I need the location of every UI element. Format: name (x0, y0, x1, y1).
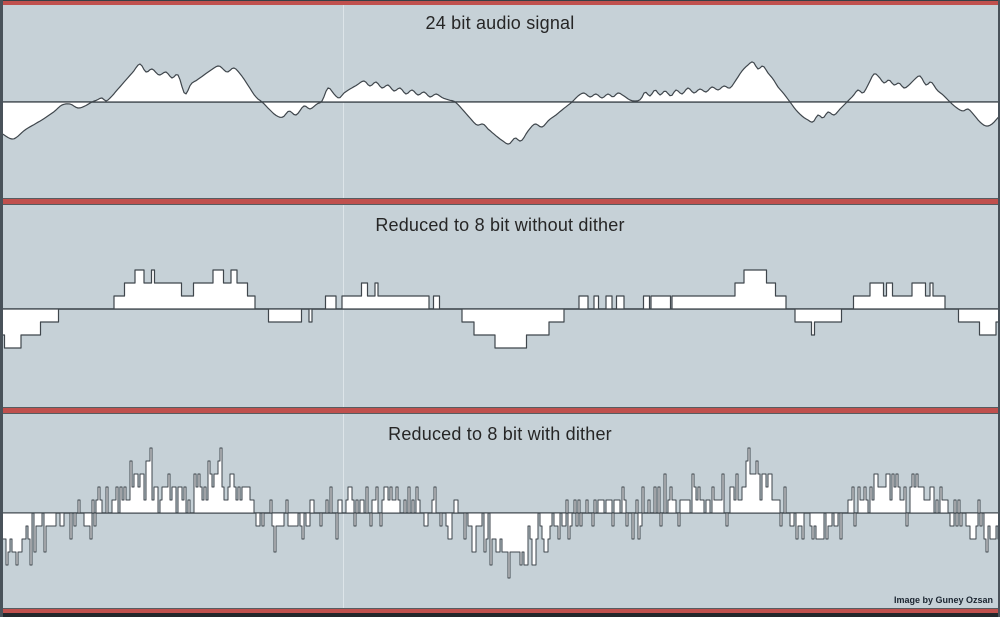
waveform-area-dithered (0, 447, 1000, 579)
divider-line-1 (0, 198, 1000, 205)
panel-title-8bit-no-dither: Reduced to 8 bit without dither (375, 215, 625, 235)
waveform-plot-8bit-no-dither (0, 269, 1000, 349)
waveform-plot-8bit-with-dither (0, 447, 1000, 579)
bottom-border-line (0, 608, 1000, 617)
waveform-area-smooth (0, 61, 1000, 145)
waveform-area-quantized (0, 269, 1000, 349)
panel-24bit-signal: 24 bit audio signal (0, 5, 1000, 198)
panel-title-8bit-with-dither: Reduced to 8 bit with dither (388, 424, 612, 444)
top-border-line (0, 0, 1000, 5)
waveform-plot-24bit (0, 61, 1000, 145)
frame-left-border (0, 0, 3, 617)
panel-title-24bit: 24 bit audio signal (425, 13, 575, 33)
divider-line-2 (0, 407, 1000, 414)
frame-right-border (998, 0, 1000, 617)
panel-8bit-no-dither: Reduced to 8 bit without dither (0, 205, 1000, 407)
attribution-credit: Image by Guney Ozsan (893, 595, 993, 605)
panel-8bit-with-dither: Reduced to 8 bit with dither (0, 414, 1000, 608)
